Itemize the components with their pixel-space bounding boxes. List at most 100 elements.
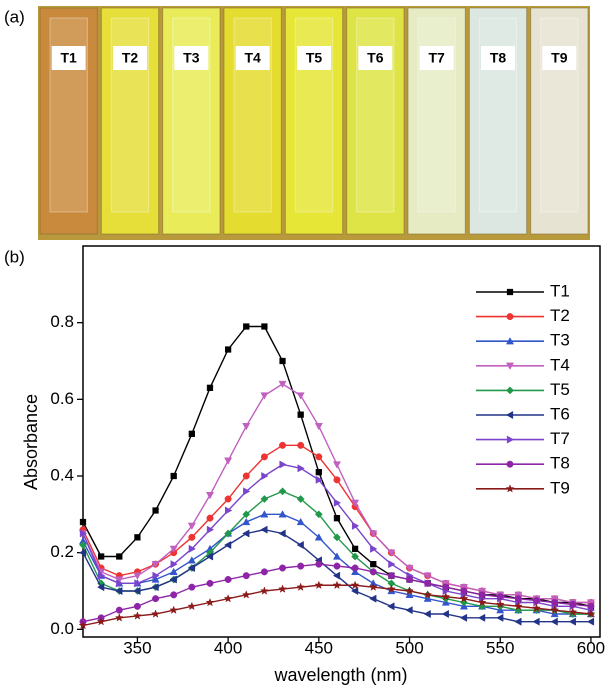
marker [369,568,377,576]
marker [506,288,514,296]
marker [386,584,396,593]
marker [314,423,323,431]
marker [333,515,341,522]
y-tick-label: 0.2 [50,542,74,561]
marker [296,540,304,550]
cuvette-photo: T1 T2 T3 T4 T5 T6 T7 T8 T9 [38,6,590,240]
marker [513,601,523,611]
cuvette [530,7,589,235]
marker [332,580,342,590]
marker [242,510,251,519]
marker [169,545,178,553]
marker [242,529,250,538]
plot-frame [82,245,601,638]
cuvette-label: T1 [60,50,77,66]
marker [351,564,359,572]
marker [279,357,286,365]
marker [151,583,159,592]
marker [314,510,323,519]
x-tick-label: 550 [486,638,514,657]
cuvette [223,7,282,235]
marker [152,507,159,514]
marker [242,572,250,580]
legend-label: T5 [550,380,570,399]
marker [423,590,433,599]
cuvette-label: T6 [367,50,384,66]
marker [151,575,160,583]
marker [506,313,514,321]
marker [586,617,595,626]
marker [241,590,251,599]
marker [332,461,341,469]
marker [278,510,287,518]
marker [223,593,233,603]
marker [333,498,342,507]
marker [423,572,432,580]
marker [388,560,396,569]
marker [297,411,304,418]
marker [278,584,288,593]
marker [296,582,306,591]
marker [243,487,251,496]
marker [370,544,378,553]
marker [169,567,178,575]
marker [333,533,341,542]
marker [279,460,287,469]
marker [79,529,88,538]
marker [151,609,161,618]
marker [206,525,215,534]
marker [533,597,540,605]
marker [296,392,305,400]
panel-label: (a) [4,7,25,26]
marker [98,553,105,560]
marker [152,571,160,580]
marker [459,613,468,622]
marker [170,560,178,569]
marker [260,525,268,534]
cuvette [39,7,98,235]
marker [151,561,160,569]
marker [315,469,322,476]
marker [188,544,196,553]
marker [97,583,105,592]
legend-label: T7 [550,429,570,448]
marker [478,591,486,599]
cuvette-label: T7 [428,50,445,66]
marker [296,495,305,503]
marker [424,579,432,587]
x-tick-label: 450 [305,638,333,657]
marker [224,495,232,503]
marker [169,575,177,584]
marker [333,562,341,570]
marker [532,603,541,613]
marker [261,323,268,330]
marker [505,410,514,420]
marker [115,586,123,596]
marker [442,583,450,591]
marker [279,441,287,449]
marker [188,533,196,541]
marker [333,476,341,484]
marker [505,484,515,493]
cuvette-label-box [297,46,331,70]
marker [495,599,505,609]
marker [134,534,141,541]
marker [587,602,595,610]
marker [115,576,124,584]
marker [79,541,87,549]
marker [206,514,214,522]
marker [532,617,540,626]
legend-label: T3 [550,331,570,350]
marker [224,346,232,353]
marker [332,552,341,560]
marker [368,582,378,591]
marker [224,576,232,583]
marker [550,617,558,626]
cuvette [100,7,160,235]
marker [278,529,286,538]
marker [260,392,269,400]
x-tick-label: 500 [395,638,423,657]
marker [224,529,233,538]
marker [114,613,124,622]
marker [96,616,106,626]
